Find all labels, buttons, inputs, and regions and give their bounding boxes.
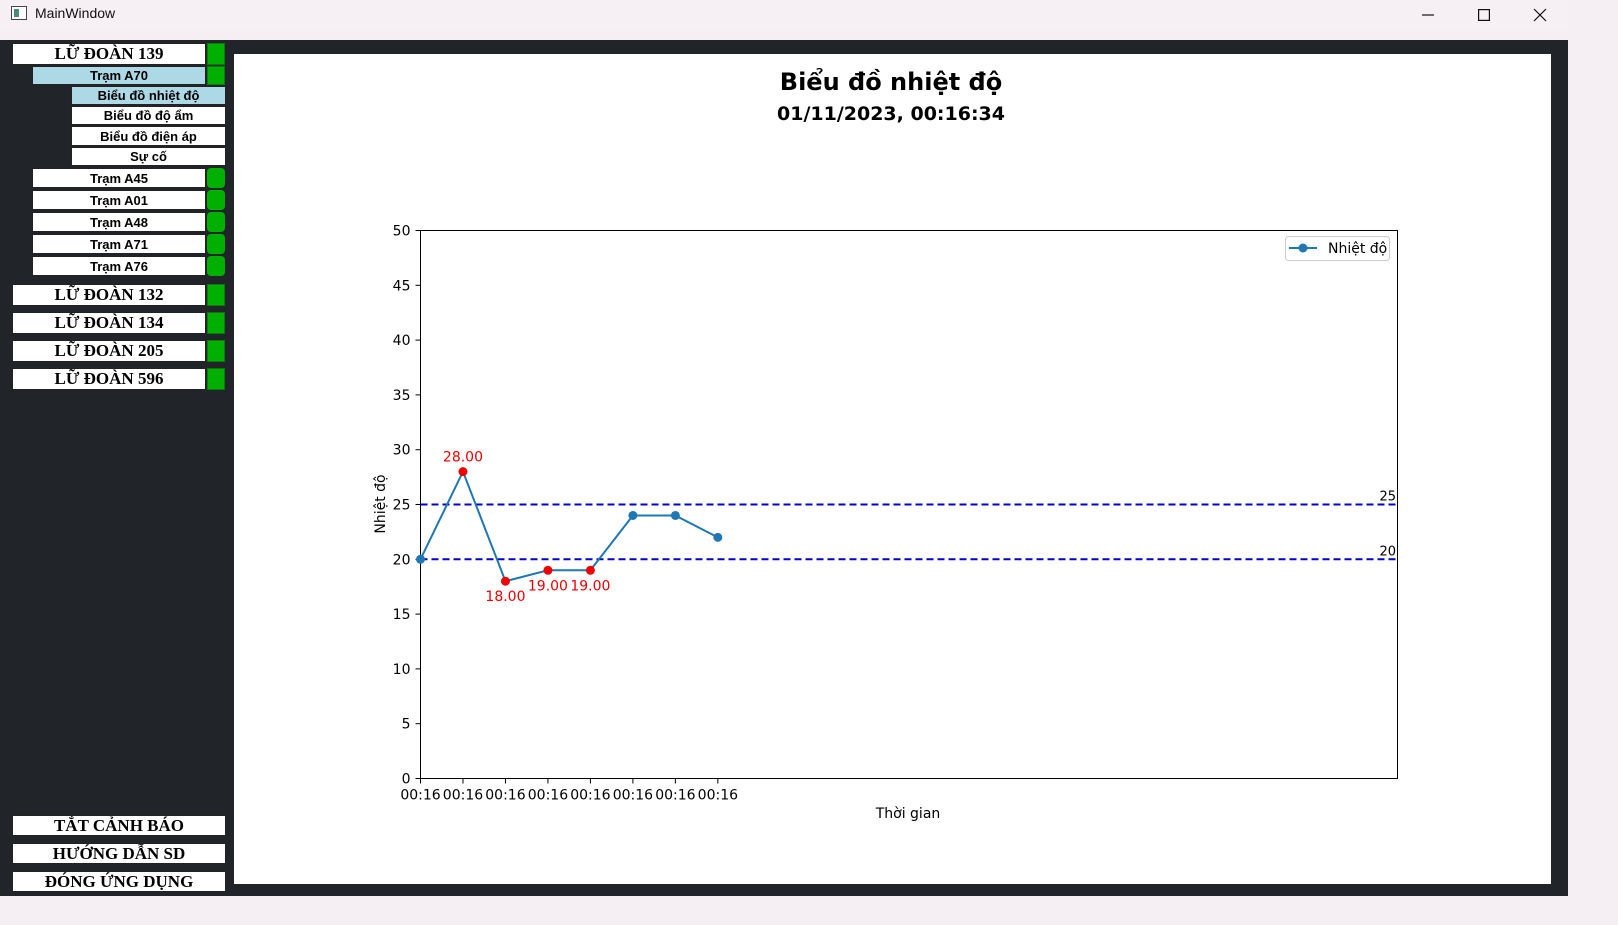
chart-title: Biểu đồ nhiệt độ <box>780 66 1002 96</box>
window-title: MainWindow <box>35 5 116 21</box>
x-tick-label: 00:16 <box>570 788 610 804</box>
maximize-icon <box>1478 9 1490 21</box>
station-a70-status-indicator <box>207 66 225 85</box>
data-label: 19.00 <box>570 578 610 594</box>
series-line <box>419 469 719 583</box>
data-label: 18.00 <box>485 589 525 605</box>
alert-point <box>500 576 510 586</box>
temperature-chart-button[interactable]: Biểu đồ nhiệt độ <box>71 86 226 105</box>
group-596-button[interactable]: LỮ ĐOÀN 596 <box>12 368 206 390</box>
group-134-status-indicator <box>207 312 225 334</box>
close-button[interactable] <box>1512 0 1568 30</box>
legend-marker <box>1298 243 1308 253</box>
x-tick-label: 00:16 <box>400 788 440 804</box>
y-tick-label: 15 <box>393 607 411 623</box>
y-tick-label: 0 <box>402 772 411 788</box>
threshold-label: 25 <box>1380 490 1397 505</box>
incident-button[interactable]: Sự cố <box>71 147 226 166</box>
y-tick-label: 30 <box>393 443 411 459</box>
title-bar: MainWindow <box>0 0 1568 30</box>
y-tick-label: 40 <box>393 333 411 349</box>
station-a01-button[interactable]: Trạm A01 <box>32 190 206 210</box>
minimize-button[interactable] <box>1400 0 1456 30</box>
station-a76-status-indicator <box>207 256 225 276</box>
group-596-status-indicator <box>207 368 225 390</box>
group-205-button[interactable]: LỮ ĐOÀN 205 <box>12 340 206 362</box>
alert-point <box>543 565 553 575</box>
close-icon <box>1533 8 1547 22</box>
temperature-chart: Biểu đồ nhiệt độ 01/11/2023, 00:16:34 25… <box>373 66 1398 822</box>
alert-point <box>458 467 468 477</box>
data-point <box>628 510 638 520</box>
station-a48-button[interactable]: Trạm A48 <box>32 212 206 232</box>
x-axis-label: Thời gian <box>875 806 941 822</box>
x-tick-label: 00:16 <box>528 788 568 804</box>
group-132-status-indicator <box>207 284 225 306</box>
data-point <box>713 532 723 542</box>
y-axis-label: Nhiệt độ <box>373 474 389 533</box>
threshold-label: 20 <box>1380 544 1397 559</box>
station-a45-button[interactable]: Trạm A45 <box>32 168 206 188</box>
chart-panel: Biểu đồ nhiệt độ 01/11/2023, 00:16:34 25… <box>234 54 1551 884</box>
station-a45-status-indicator <box>207 168 225 188</box>
user-guide-button[interactable]: HƯỚNG DẪN SD <box>12 843 226 864</box>
station-a71-status-indicator <box>207 234 225 254</box>
y-tick-label: 20 <box>393 552 411 568</box>
x-tick-label: 00:16 <box>655 788 695 804</box>
y-tick-label: 25 <box>393 498 411 514</box>
maximize-button[interactable] <box>1456 0 1512 30</box>
chart-subtitle: 01/11/2023, 00:16:34 <box>777 103 1005 125</box>
app-icon <box>11 6 27 20</box>
legend-label: Nhiệt độ <box>1328 241 1387 257</box>
x-tick-label: 00:16 <box>698 788 738 804</box>
y-tick-label: 45 <box>393 278 411 294</box>
data-point <box>670 510 680 520</box>
y-tick-label: 50 <box>393 224 411 240</box>
x-tick-label: 00:16 <box>443 788 483 804</box>
data-label: 28.00 <box>443 450 483 466</box>
alert-point <box>585 565 595 575</box>
group-139-button[interactable]: LỮ ĐOÀN 139 <box>12 43 206 65</box>
x-tick-label: 00:16 <box>613 788 653 804</box>
data-point <box>416 554 425 564</box>
group-132-button[interactable]: LỮ ĐOÀN 132 <box>12 284 206 306</box>
mute-alarm-button[interactable]: TẮT CẢNH BÁO <box>12 815 226 836</box>
chart-legend: Nhiệt độ <box>1285 236 1390 261</box>
minimize-icon <box>1422 14 1434 16</box>
y-tick-label: 35 <box>393 388 411 404</box>
group-139-status-indicator <box>207 43 225 65</box>
legend-box <box>1285 236 1390 261</box>
close-app-button[interactable]: ĐÓNG ỨNG DỤNG <box>12 871 226 892</box>
station-a70-button[interactable]: Trạm A70 <box>32 66 206 85</box>
humidity-chart-button[interactable]: Biểu đồ độ ẩm <box>71 106 226 125</box>
group-134-button[interactable]: LỮ ĐOÀN 134 <box>12 312 206 334</box>
y-tick-label: 10 <box>393 662 411 678</box>
group-205-status-indicator <box>207 340 225 362</box>
station-a76-button[interactable]: Trạm A76 <box>32 256 206 276</box>
voltage-chart-button[interactable]: Biểu đồ điện áp <box>71 126 226 146</box>
station-a48-status-indicator <box>207 212 225 232</box>
data-label: 19.00 <box>528 578 568 594</box>
y-tick-label: 5 <box>402 717 411 733</box>
x-tick-label: 00:16 <box>485 788 525 804</box>
station-a01-status-indicator <box>207 190 225 210</box>
station-a71-button[interactable]: Trạm A71 <box>32 234 206 254</box>
